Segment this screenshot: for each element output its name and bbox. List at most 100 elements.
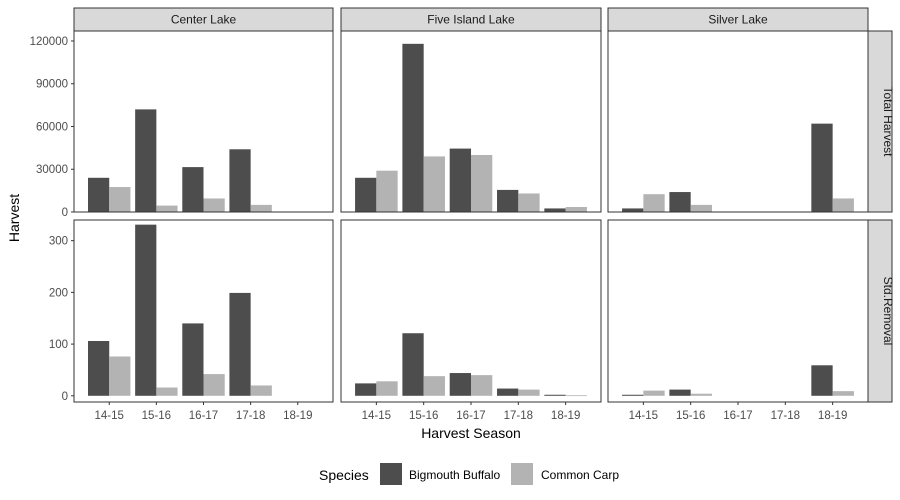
column-strips: Center Lake Five Island Lake Silver Lake xyxy=(73,7,869,32)
x-tick-label: 16-17 xyxy=(189,410,218,422)
bar-common-carp-15-16 xyxy=(690,393,712,396)
strip-total-harvest xyxy=(867,30,893,213)
bar-common-carp-14-15 xyxy=(109,356,131,396)
bar-bigmouth-buffalo-15-16 xyxy=(402,43,424,213)
legend-title: Species xyxy=(319,467,369,483)
y-tick-label: 60000 xyxy=(36,121,68,133)
bar-bigmouth-buffalo-14-15 xyxy=(88,340,110,396)
strip-label-silver-lake: Silver Lake xyxy=(708,13,768,27)
x-tick-label: 17-18 xyxy=(771,410,800,422)
bar-common-carp-14-15 xyxy=(643,390,665,396)
legend-label-bigmouth-buffalo: Bigmouth Buffalo xyxy=(409,468,500,482)
x-axis-title: Harvest Season xyxy=(421,425,521,441)
x-tick-label: 14-15 xyxy=(362,410,391,422)
bar-common-carp-15-16 xyxy=(690,204,712,212)
x-tick-label: 15-16 xyxy=(409,410,438,422)
bar-bigmouth-buffalo-15-16 xyxy=(135,224,157,396)
strip-label-five-island-lake: Five Island Lake xyxy=(427,13,515,27)
bar-bigmouth-buffalo-16-17 xyxy=(449,373,471,396)
bar-common-carp-16-17 xyxy=(471,375,493,396)
bar-bigmouth-buffalo-18-19 xyxy=(811,123,833,212)
row-strips: Total Harvest Std.Removal xyxy=(867,30,895,403)
y-tick-label: 0 xyxy=(62,207,68,219)
bar-bigmouth-buffalo-18-19 xyxy=(811,365,833,396)
panel-std-removal-center-lake xyxy=(73,219,334,403)
bar-common-carp-17-18 xyxy=(250,385,272,396)
y-axis-title: Harvest xyxy=(6,194,22,242)
bar-common-carp-17-18 xyxy=(518,389,540,396)
bar-bigmouth-buffalo-18-19 xyxy=(544,208,566,212)
y-tick-label: 90000 xyxy=(36,79,68,91)
bar-common-carp-14-15 xyxy=(376,381,398,396)
bar-common-carp-18-19 xyxy=(832,198,854,212)
bar-common-carp-18-19 xyxy=(565,395,587,397)
bar-bigmouth-buffalo-14-15 xyxy=(355,383,377,396)
bar-common-carp-18-19 xyxy=(832,391,854,396)
bar-bigmouth-buffalo-14-15 xyxy=(622,394,644,396)
bar-bigmouth-buffalo-17-18 xyxy=(229,149,251,212)
y-tick-label: 30000 xyxy=(36,164,68,176)
x-tick-label: 15-16 xyxy=(142,410,171,422)
x-tick-label: 16-17 xyxy=(456,410,485,422)
legend-key-bigmouth-buffalo xyxy=(380,463,402,485)
legend: Species Bigmouth Buffalo Common Carp xyxy=(319,463,619,485)
x-axes: 14-15 15-16 16-17 17-18 18-19 14-15 15-16 16-17… xyxy=(95,402,847,422)
bar-common-carp-14-15 xyxy=(643,194,665,212)
panel-border xyxy=(607,30,869,213)
x-tick-label: 14-15 xyxy=(95,410,124,422)
panel-border xyxy=(73,30,334,213)
bar-common-carp-15-16 xyxy=(423,156,445,212)
bar-bigmouth-buffalo-18-19 xyxy=(544,394,566,396)
x-tick-label: 15-16 xyxy=(676,410,705,422)
bar-bigmouth-buffalo-14-15 xyxy=(88,177,110,212)
bar-bigmouth-buffalo-15-16 xyxy=(402,333,424,396)
y-tick-label: 200 xyxy=(49,287,68,299)
strip-label-total-harvest: Total Harvest xyxy=(881,86,895,157)
bar-common-carp-15-16 xyxy=(156,205,178,212)
bar-bigmouth-buffalo-17-18 xyxy=(497,388,519,396)
bar-common-carp-18-19 xyxy=(565,207,587,212)
bar-common-carp-16-17 xyxy=(471,154,493,212)
bar-bigmouth-buffalo-17-18 xyxy=(229,292,251,396)
bar-bigmouth-buffalo-15-16 xyxy=(135,109,157,212)
legend-label-common-carp: Common Carp xyxy=(541,468,619,482)
y-tick-label: 0 xyxy=(62,391,68,403)
panel-border xyxy=(340,30,602,213)
bar-common-carp-14-15 xyxy=(109,187,131,212)
panel-std-removal-silver-lake xyxy=(607,219,869,403)
bar-common-carp-17-18 xyxy=(250,204,272,212)
x-tick-label: 16-17 xyxy=(723,410,752,422)
x-tick-label: 17-18 xyxy=(236,410,265,422)
strip-label-center-lake: Center Lake xyxy=(171,13,237,27)
bar-bigmouth-buffalo-14-15 xyxy=(355,177,377,212)
bar-bigmouth-buffalo-16-17 xyxy=(182,323,204,396)
x-tick-label: 18-19 xyxy=(283,410,312,422)
bar-common-carp-15-16 xyxy=(156,387,178,396)
bar-bigmouth-buffalo-17-18 xyxy=(497,189,519,212)
bar-bigmouth-buffalo-15-16 xyxy=(669,192,691,212)
y-tick-label: 300 xyxy=(49,236,68,248)
bar-bigmouth-buffalo-16-17 xyxy=(182,167,204,212)
y-tick-label: 100 xyxy=(49,339,68,351)
x-tick-label: 18-19 xyxy=(818,410,847,422)
bar-common-carp-16-17 xyxy=(203,374,225,396)
strip-label-std-removal: Std.Removal xyxy=(881,277,895,346)
panel-std-removal-five-island-lake xyxy=(340,219,602,403)
x-tick-label: 18-19 xyxy=(551,410,580,422)
bar-common-carp-16-17 xyxy=(203,198,225,212)
bar-common-carp-14-15 xyxy=(376,170,398,212)
panel-total-harvest-five-island-lake xyxy=(340,30,602,213)
bar-common-carp-15-16 xyxy=(423,376,445,396)
panel-total-harvest-center-lake xyxy=(73,30,334,213)
bar-bigmouth-buffalo-16-17 xyxy=(449,148,471,212)
panel-total-harvest-silver-lake xyxy=(607,30,869,213)
bar-bigmouth-buffalo-15-16 xyxy=(669,389,691,396)
bar-bigmouth-buffalo-14-15 xyxy=(622,208,644,212)
legend-key-common-carp xyxy=(511,463,533,485)
x-tick-label: 14-15 xyxy=(629,410,658,422)
y-axes: 0 30000 60000 90000 120000 0 100 200 300 xyxy=(30,36,74,403)
panels xyxy=(73,30,869,403)
panel-background xyxy=(341,220,601,402)
bar-common-carp-17-18 xyxy=(518,193,540,212)
